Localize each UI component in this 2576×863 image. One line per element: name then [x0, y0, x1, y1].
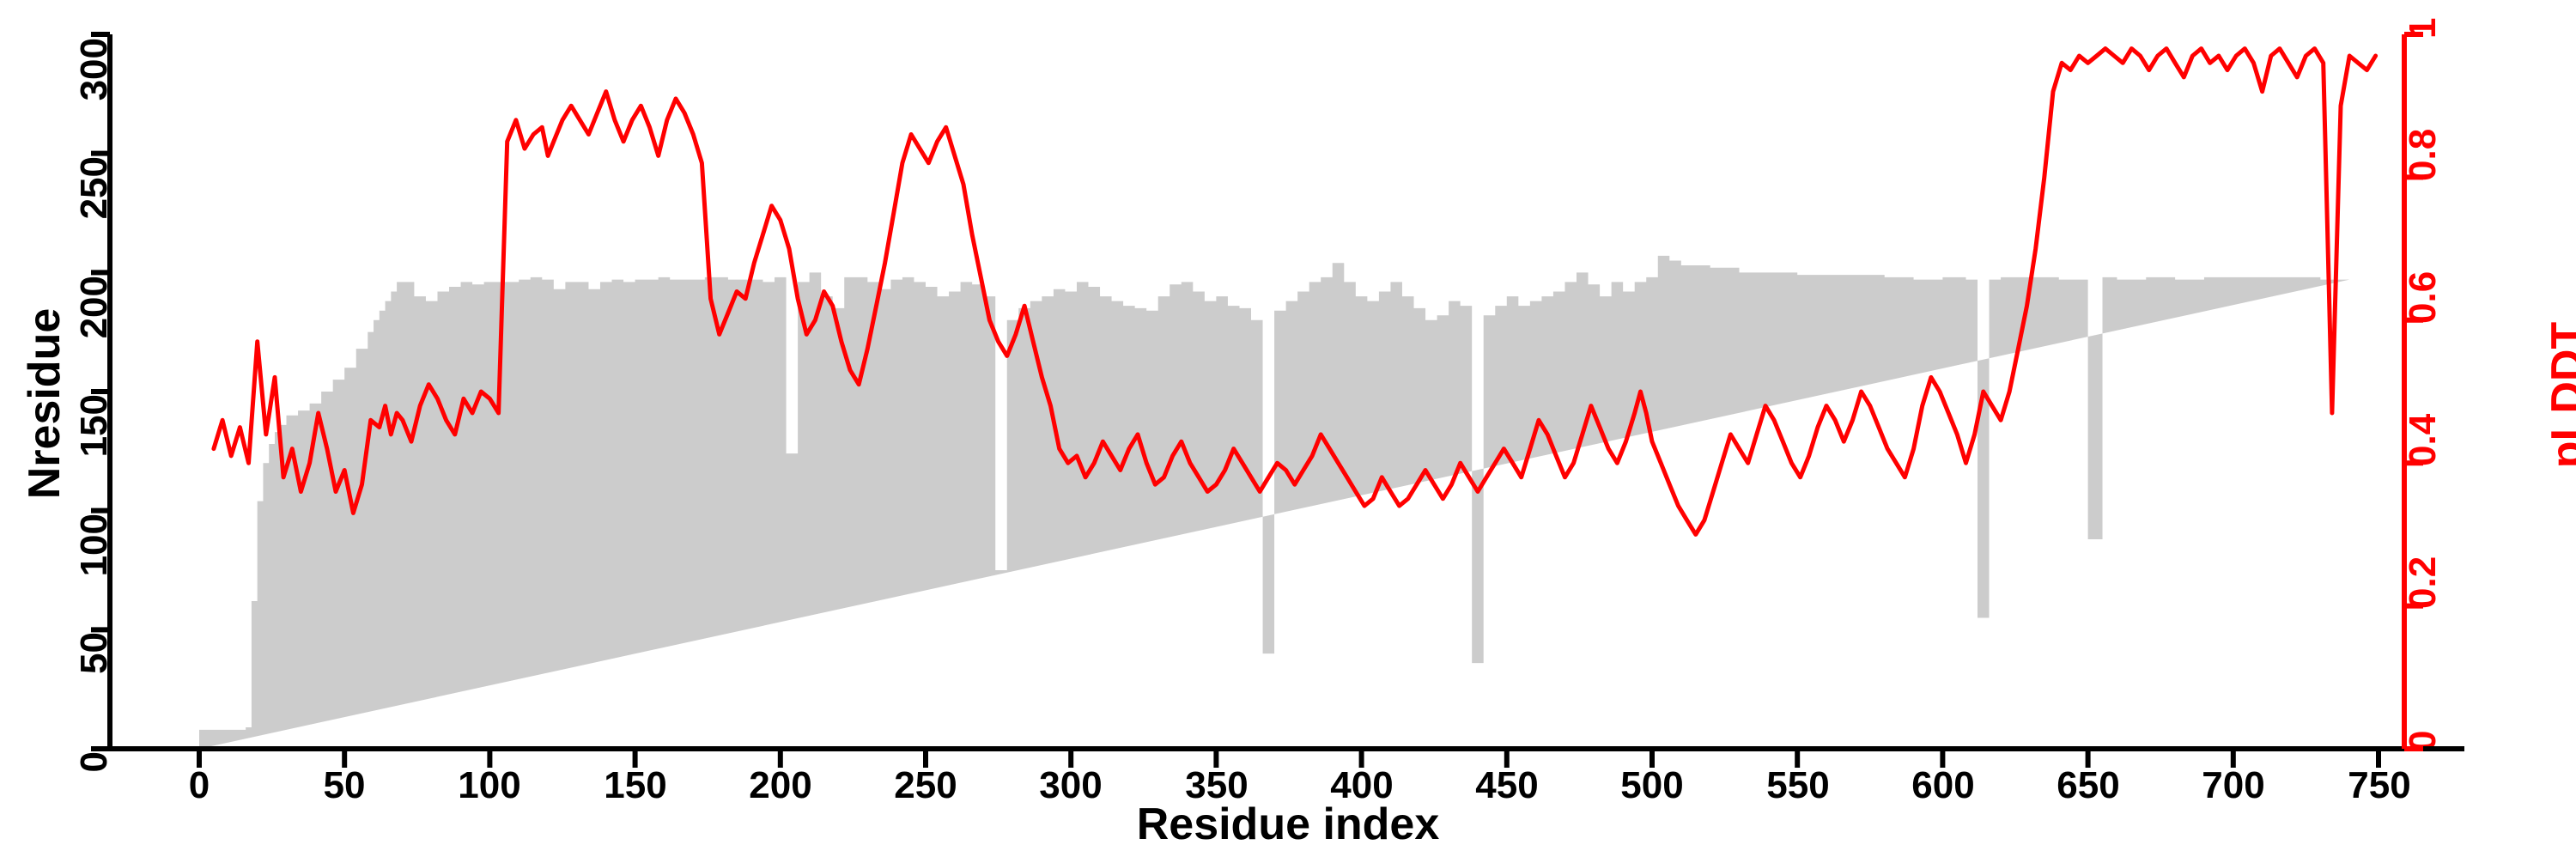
x-axis-title: Residue index: [1136, 799, 1440, 849]
x-tick-label-550: 550: [1766, 764, 1830, 806]
x-tick-label-100: 100: [458, 764, 521, 806]
x-tick-label-500: 500: [1620, 764, 1684, 806]
x-tick-label-450: 450: [1475, 764, 1539, 806]
x-tick-label-250: 250: [894, 764, 957, 806]
x-tick-label-50: 50: [323, 764, 366, 806]
x-tick-label-200: 200: [749, 764, 812, 806]
x-tick-label-750: 750: [2348, 764, 2411, 806]
x-tick-label-0: 0: [188, 764, 210, 806]
x-tick-label-350: 350: [1185, 764, 1249, 806]
bar-series-nresidue: [199, 255, 2350, 749]
bar-area: [199, 255, 2350, 749]
x-tick-label-300: 300: [1039, 764, 1103, 806]
x-tick-label-600: 600: [1911, 764, 1975, 806]
line-series-plddt: [211, 46, 2379, 537]
x-tick-label-650: 650: [2057, 764, 2120, 806]
x-tick-label-700: 700: [2202, 764, 2265, 806]
x-tick-label-400: 400: [1330, 764, 1394, 806]
x-tick-label-150: 150: [604, 764, 667, 806]
axis-lines: [91, 32, 2464, 768]
